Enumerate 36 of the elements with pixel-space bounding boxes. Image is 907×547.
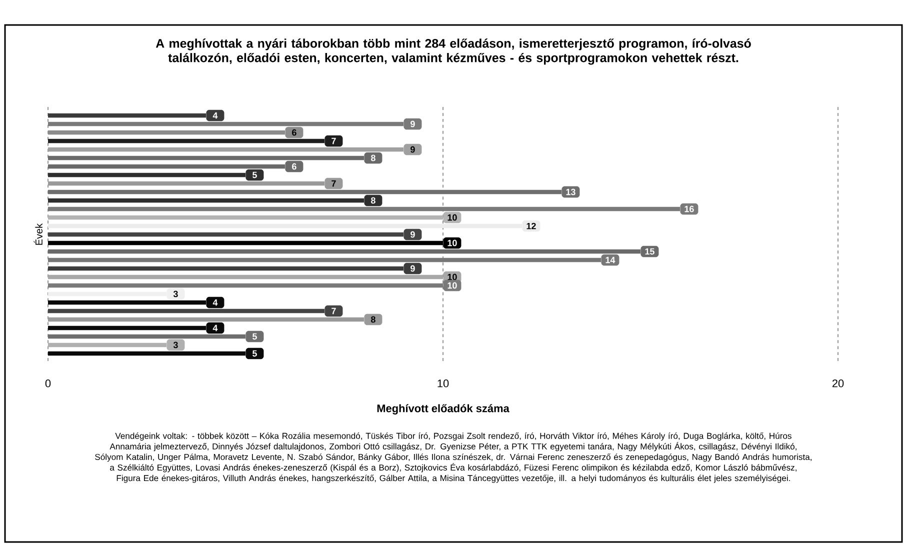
data-label: 6 [292, 163, 296, 170]
data-label: 8 [370, 154, 376, 162]
data-label: 9 [410, 231, 415, 238]
data-label: 7 [332, 308, 336, 314]
data-label: 14 [606, 256, 616, 264]
x-axis-title: Meghívott előadók száma [377, 404, 510, 414]
data-label: 12 [526, 222, 536, 230]
chart-title: A meghívottak a nyári táborokban több mint 284 előadáson, ismeretterjesztő programon, író-olvasó találkozón, előadói esten, koncerten, valamint kézműves - és sportprogramokon vehettek részt. [156, 38, 751, 65]
data-label: 8 [370, 316, 376, 323]
x-tick-label: 10 [438, 380, 449, 388]
data-label: 10 [448, 282, 457, 289]
data-label: 9 [410, 120, 415, 128]
data-label: 10 [448, 214, 457, 221]
data-label: 5 [252, 172, 257, 178]
data-label: 4 [212, 324, 218, 332]
data-label: 3 [173, 342, 178, 348]
data-label: 13 [566, 188, 576, 196]
data-label: 4 [212, 299, 218, 306]
y-axis-title: Évek [34, 223, 42, 245]
data-label: 8 [370, 197, 376, 204]
x-tick-label: 0 [45, 380, 51, 388]
data-label: 10 [448, 274, 457, 280]
data-label: 7 [332, 138, 336, 144]
data-label: 9 [410, 146, 415, 153]
data-label: 15 [645, 248, 654, 255]
data-label: 3 [173, 290, 178, 298]
data-label: 7 [332, 180, 336, 187]
data-label: 10 [448, 240, 457, 246]
data-label: 4 [212, 112, 218, 119]
data-label: 9 [410, 265, 415, 272]
text: Vendégeink voltak: - többek között – Kóka Rozália mesemondó, Tüskés Tibor író, Pozsgai Zsolt rendező, író, Horváth Viktor író, Méhes Károly író, Duga Boglárka, költő, Húros Annamária jelmeztervező, Dinnyés József daltulajdonos, Zombori Ottó csillagász, Dr. Gyenizse Péter, a PTK TTK egyetemi tanára, Nagy Mélykúti Ákos, csillagász, Dévényi Ildikó, Sólyom Katalin, Unger Pálma, Moravetz Levente, N. Szabó Sándor, Bánky Gábor, Illés Ilona színészek, dr. Várnai Ferenc zeneszerző és zenepedagógus, Nagy Bandó András humorista, a Szélkiáltó Együttes, Lovasi András énekes-zeneszerző (Kispál és a Borz), Sztojkovics Éva kosárlabdázó, Füzesi Ferenc olimpikon és kézilabda edző, Komor László bábművész, Figura Ede énekes-gitáros, Villuth András énekes, hangszerkészítő, Gálber Attila, a Misina Táncegyüttes vezetője, ill. a helyi tudományos és kulturális élet jeles személyiségei. [95, 432, 812, 483]
data-label: 6 [292, 129, 296, 136]
data-label: 5 [252, 333, 257, 340]
data-label: 16 [684, 206, 694, 212]
data-label: 5 [252, 350, 257, 357]
x-tick-label: 20 [832, 380, 844, 388]
